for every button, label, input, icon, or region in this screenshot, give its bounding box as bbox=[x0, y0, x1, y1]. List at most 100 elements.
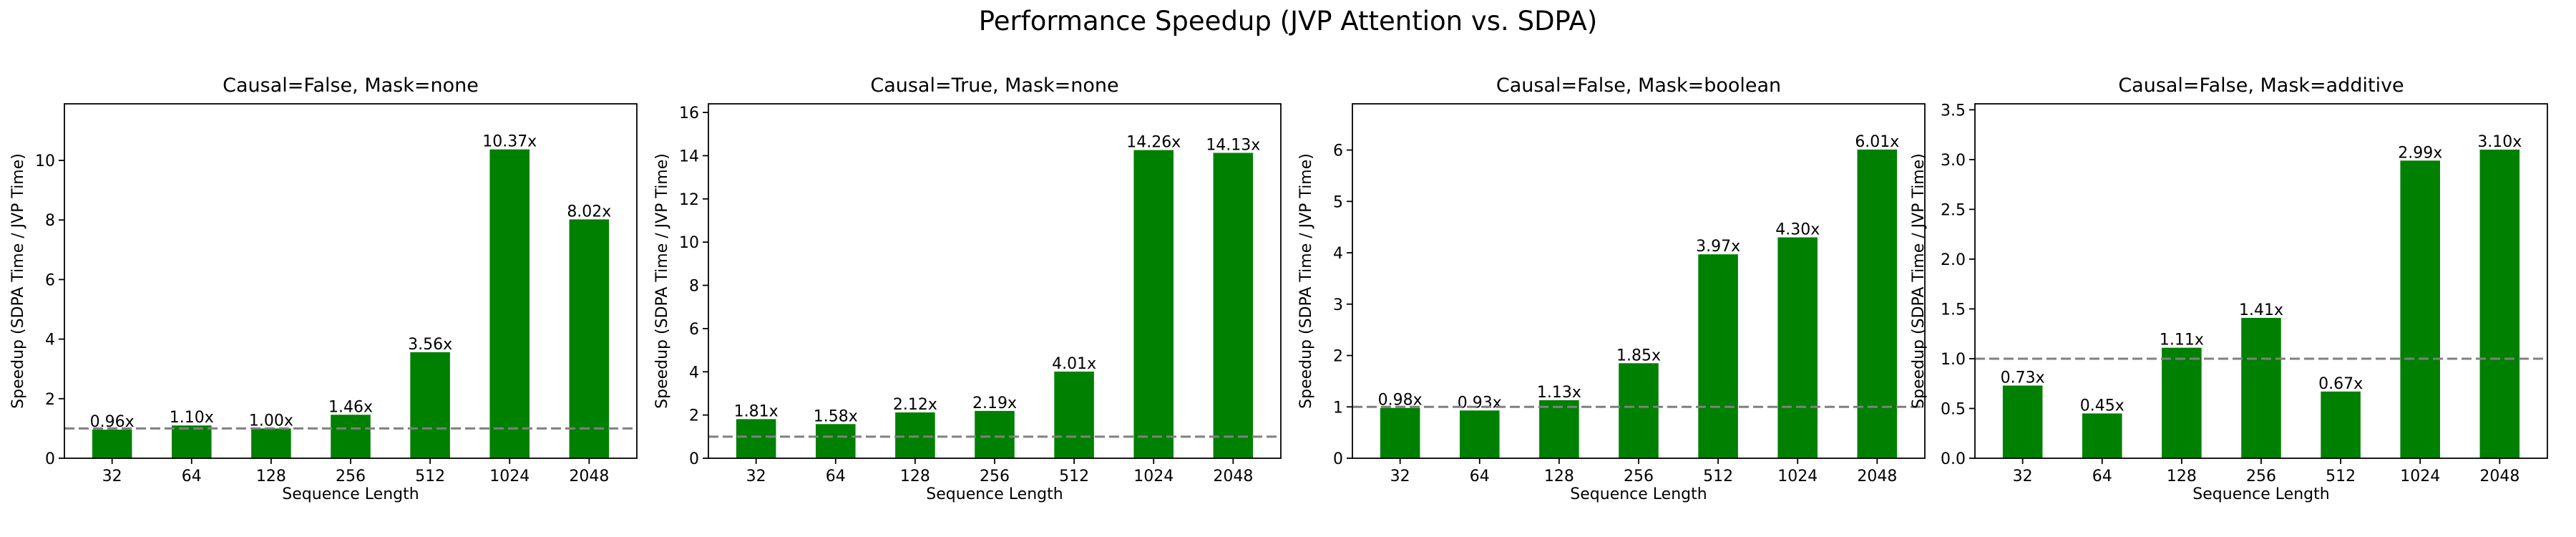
bar-value-label: 1.10x bbox=[170, 409, 214, 427]
x-tick-label: 64 bbox=[2092, 468, 2112, 485]
bar bbox=[1213, 153, 1254, 458]
x-tick-label: 256 bbox=[980, 468, 1010, 485]
y-tick-label: 5 bbox=[1333, 193, 1343, 211]
y-tick-label: 3.5 bbox=[1941, 102, 1966, 120]
bar-value-label: 2.12x bbox=[893, 396, 937, 414]
bar-value-label: 2.19x bbox=[972, 395, 1017, 412]
bar bbox=[975, 410, 1015, 458]
y-tick-label: 6 bbox=[689, 321, 699, 339]
y-tick-label: 0.0 bbox=[1941, 450, 1966, 468]
x-tick-label: 128 bbox=[2167, 468, 2197, 485]
x-tick-label: 64 bbox=[182, 468, 202, 485]
x-tick-label: 64 bbox=[1470, 468, 1490, 485]
bar-value-label: 1.85x bbox=[1616, 347, 1661, 364]
bar bbox=[895, 412, 935, 458]
y-tick-label: 14 bbox=[679, 147, 699, 165]
chart-panel-4: Causal=False, Mask=additive 0.73x 0.45x 1.1… bbox=[1910, 74, 2548, 503]
bar-value-label: 1.11x bbox=[2160, 332, 2204, 349]
bar bbox=[251, 428, 291, 458]
x-tick-label: 32 bbox=[746, 468, 766, 485]
chart-panel-2: Causal=True, Mask=none 1.81x 1.58x 2.12x 2.1… bbox=[653, 74, 1282, 503]
y-axis-label: Speedup (SDPA Time / JVP Time) bbox=[653, 153, 671, 409]
bar bbox=[2400, 160, 2440, 458]
bar-value-label: 3.56x bbox=[408, 336, 452, 354]
y-tick-label: 2 bbox=[45, 391, 55, 409]
y-tick-label: 1.5 bbox=[1941, 301, 1966, 319]
bar-value-label: 0.93x bbox=[1458, 394, 1502, 412]
bar bbox=[2241, 317, 2281, 458]
x-axis-label: Sequence Length bbox=[2192, 485, 2329, 503]
bar-value-label: 4.30x bbox=[1775, 221, 1820, 239]
y-tick-label: 10 bbox=[35, 153, 55, 170]
y-tick-label: 8 bbox=[45, 212, 55, 230]
y-tick-label: 0 bbox=[1333, 450, 1343, 468]
y-tick-label: 12 bbox=[679, 191, 699, 209]
bar-value-label: 1.58x bbox=[814, 407, 858, 425]
x-tick-label: 512 bbox=[1059, 468, 1089, 485]
bar bbox=[331, 415, 371, 458]
y-tick-label: 6 bbox=[45, 271, 55, 289]
bar bbox=[816, 424, 856, 458]
x-tick-label: 1024 bbox=[1777, 468, 1818, 485]
bar-value-label: 3.97x bbox=[1696, 238, 1740, 256]
bar bbox=[92, 430, 132, 458]
y-tick-label: 0 bbox=[689, 450, 699, 468]
bar-value-label: 4.01x bbox=[1052, 355, 1096, 373]
y-tick-label: 0 bbox=[45, 450, 55, 468]
bar bbox=[736, 419, 776, 458]
bar-value-label: 0.45x bbox=[2080, 397, 2124, 415]
panel-title: Causal=False, Mask=none bbox=[223, 74, 479, 97]
y-tick-label: 4 bbox=[45, 332, 55, 349]
bar bbox=[410, 352, 450, 458]
bar bbox=[2321, 391, 2361, 458]
x-tick-label: 256 bbox=[2246, 468, 2276, 485]
y-axis-label: Speedup (SDPA Time / JVP Time) bbox=[1910, 153, 1928, 409]
x-tick-label: 2048 bbox=[1213, 468, 1253, 485]
x-tick-label: 512 bbox=[1703, 468, 1733, 485]
bar bbox=[1698, 254, 1738, 458]
bar bbox=[1539, 400, 1579, 458]
y-tick-label: 3.0 bbox=[1941, 152, 1966, 170]
bar bbox=[569, 219, 610, 458]
y-tick-label: 2.5 bbox=[1941, 201, 1966, 219]
bar-value-label: 1.81x bbox=[734, 402, 779, 420]
bar-value-label: 1.13x bbox=[1537, 384, 1581, 402]
x-tick-label: 32 bbox=[1390, 468, 1410, 485]
bar bbox=[1857, 149, 1898, 458]
x-tick-label: 512 bbox=[2326, 468, 2356, 485]
y-axis-label: Speedup (SDPA Time / JVP Time) bbox=[1297, 153, 1315, 409]
bar-value-label: 0.67x bbox=[2318, 375, 2363, 393]
bar-value-label: 6.01x bbox=[1855, 133, 1899, 151]
y-tick-label: 6 bbox=[1333, 142, 1343, 160]
x-tick-label: 1024 bbox=[2400, 468, 2440, 485]
y-tick-label: 2.0 bbox=[1941, 251, 1966, 269]
bar bbox=[1054, 371, 1094, 458]
bar-value-label: 1.00x bbox=[249, 412, 293, 430]
x-axis-label: Sequence Length bbox=[282, 485, 419, 503]
panel-title: Causal=False, Mask=additive bbox=[2118, 74, 2404, 97]
y-tick-label: 8 bbox=[689, 278, 699, 296]
bar bbox=[489, 149, 530, 458]
bar-value-label: 8.02x bbox=[567, 203, 611, 221]
bar-value-label: 14.13x bbox=[1206, 137, 1260, 155]
x-tick-label: 32 bbox=[2013, 468, 2033, 485]
figure-title: Performance Speedup (JVP Attention vs. S… bbox=[979, 6, 1598, 37]
x-tick-label: 1024 bbox=[489, 468, 530, 485]
bar-value-label: 3.10x bbox=[2477, 133, 2522, 151]
bar bbox=[1460, 410, 1500, 458]
y-tick-label: 0.5 bbox=[1941, 400, 1966, 418]
y-tick-label: 2 bbox=[1333, 348, 1343, 366]
bar-value-label: 2.99x bbox=[2398, 144, 2442, 162]
panel-title: Causal=False, Mask=boolean bbox=[1496, 74, 1781, 97]
bar-value-label: 0.73x bbox=[2001, 369, 2045, 387]
x-tick-label: 64 bbox=[826, 468, 846, 485]
x-tick-label: 2048 bbox=[2479, 468, 2519, 485]
bar bbox=[2162, 347, 2202, 458]
y-tick-label: 10 bbox=[679, 234, 699, 252]
y-tick-label: 4 bbox=[1333, 245, 1343, 263]
x-tick-label: 1024 bbox=[1133, 468, 1174, 485]
y-tick-label: 2 bbox=[689, 407, 699, 425]
y-tick-label: 4 bbox=[689, 364, 699, 382]
